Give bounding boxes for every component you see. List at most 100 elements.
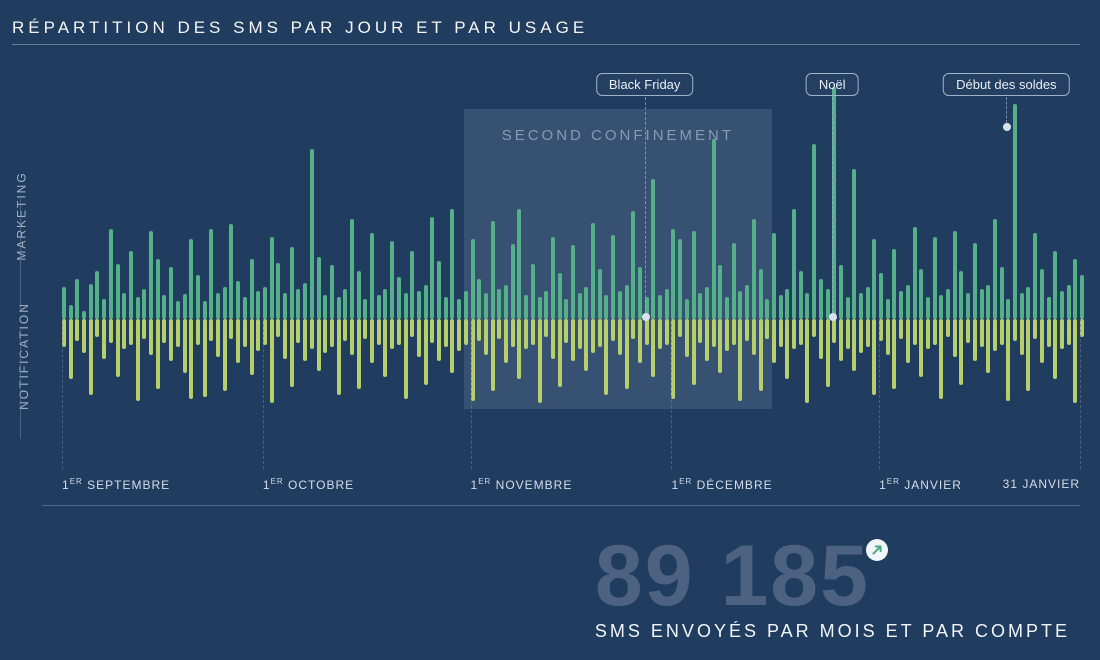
- bar-day: [638, 69, 642, 429]
- bar-day: [792, 69, 796, 429]
- bar-day: [129, 69, 133, 429]
- bar-day: [598, 69, 602, 429]
- bar-day: [276, 69, 280, 429]
- bar-day: [779, 69, 783, 429]
- x-tick: [1080, 319, 1081, 469]
- x-axis-label: 31 JANVIER: [1003, 477, 1080, 491]
- bar-day: [571, 69, 575, 429]
- bar-day: [517, 69, 521, 429]
- bar-day: [584, 69, 588, 429]
- x-axis-label: 1ER JANVIER: [879, 477, 962, 492]
- footer-metric: 89 185 SMS ENVOYÉS PAR MOIS ET PAR COMPT…: [595, 533, 1070, 642]
- bar-day: [323, 69, 327, 429]
- bar-day: [805, 69, 809, 429]
- bar-day: [933, 69, 937, 429]
- bar-day: [363, 69, 367, 429]
- x-axis-rule: [42, 505, 1080, 506]
- bar-day: [678, 69, 682, 429]
- bar-day: [685, 69, 689, 429]
- bar-day: [980, 69, 984, 429]
- footer-big-number: 89 185: [595, 533, 870, 619]
- bar-day: [1053, 69, 1057, 429]
- bar-day: [604, 69, 608, 429]
- bar-day: [785, 69, 789, 429]
- bar-day: [464, 69, 468, 429]
- bar-day: [397, 69, 401, 429]
- bar-day: [745, 69, 749, 429]
- bar-day: [846, 69, 850, 429]
- bar-day: [986, 69, 990, 429]
- x-axis-label: 1ER NOVEMBRE: [471, 477, 573, 492]
- bar-day: [866, 69, 870, 429]
- bar-day: [651, 69, 655, 429]
- bar-day: [156, 69, 160, 429]
- bar-day: [290, 69, 294, 429]
- bar-day: [75, 69, 79, 429]
- x-tick: [471, 319, 472, 469]
- x-tick: [879, 319, 880, 469]
- bar-day: [698, 69, 702, 429]
- bar-day: [886, 69, 890, 429]
- event-line: [645, 97, 646, 313]
- bar-day: [337, 69, 341, 429]
- bar-day: [216, 69, 220, 429]
- bar-day: [558, 69, 562, 429]
- bar-day: [772, 69, 776, 429]
- bar-day: [959, 69, 963, 429]
- event-dot: [1003, 123, 1011, 131]
- y-axis-label-marketing: MARKETING: [15, 171, 29, 260]
- bar-day: [250, 69, 254, 429]
- bar-series: [62, 69, 1080, 429]
- bar-day: [544, 69, 548, 429]
- bar-day: [223, 69, 227, 429]
- bar-day: [310, 69, 314, 429]
- bar-day: [82, 69, 86, 429]
- bar-day: [531, 69, 535, 429]
- bar-day: [196, 69, 200, 429]
- bar-day: [953, 69, 957, 429]
- x-axis-label: 1ER SEPTEMBRE: [62, 477, 170, 492]
- event-pill: Début des soldes: [943, 73, 1069, 96]
- bar-day: [283, 69, 287, 429]
- bar-day: [256, 69, 260, 429]
- bar-day: [1026, 69, 1030, 429]
- bar-day: [551, 69, 555, 429]
- bar-day: [1060, 69, 1064, 429]
- bar-day: [477, 69, 481, 429]
- event-line: [832, 97, 833, 313]
- bar-day: [1073, 69, 1077, 429]
- bar-day: [189, 69, 193, 429]
- event-pill: Black Friday: [596, 73, 694, 96]
- y-axis-tick-down: [20, 329, 21, 439]
- footer-caption: SMS ENVOYÉS PAR MOIS ET PAR COMPTE: [595, 621, 1070, 642]
- bar-day: [330, 69, 334, 429]
- bar-day: [383, 69, 387, 429]
- bar-day: [712, 69, 716, 429]
- bar-day: [511, 69, 515, 429]
- bar-day: [504, 69, 508, 429]
- bar-day: [973, 69, 977, 429]
- bar-day: [625, 69, 629, 429]
- bar-day: [89, 69, 93, 429]
- x-tick: [263, 319, 264, 469]
- bar-day: [424, 69, 428, 429]
- bar-day: [1040, 69, 1044, 429]
- bar-day: [136, 69, 140, 429]
- event-line: [1006, 97, 1007, 123]
- bar-day: [852, 69, 856, 429]
- bar-day: [658, 69, 662, 429]
- bar-day: [939, 69, 943, 429]
- bar-day: [872, 69, 876, 429]
- bar-day: [102, 69, 106, 429]
- x-axis-label: 1ER OCTOBRE: [263, 477, 354, 492]
- bar-day: [169, 69, 173, 429]
- bar-day: [437, 69, 441, 429]
- bar-day: [1067, 69, 1071, 429]
- bar-day: [116, 69, 120, 429]
- event-pill: Noël: [806, 73, 859, 96]
- bar-day: [357, 69, 361, 429]
- bar-day: [538, 69, 542, 429]
- bar-day: [892, 69, 896, 429]
- bar-day: [718, 69, 722, 429]
- bar-day: [236, 69, 240, 429]
